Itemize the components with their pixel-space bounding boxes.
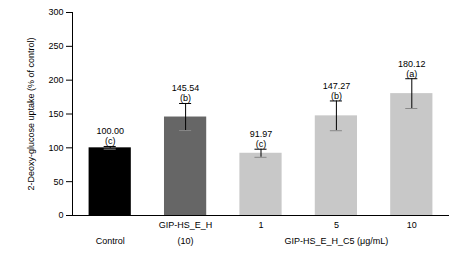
svg-text:(a): (a) [406, 69, 417, 79]
svg-text:(b): (b) [331, 91, 342, 101]
svg-text:0: 0 [58, 210, 63, 220]
svg-text:Control: Control [96, 236, 125, 246]
svg-text:50: 50 [53, 177, 63, 187]
svg-text:5: 5 [334, 220, 339, 230]
svg-text:(10): (10) [178, 236, 194, 246]
svg-text:2-Deoxy-glucose uptake (% of c: 2-Deoxy-glucose uptake (% of control) [26, 37, 36, 190]
svg-text:150: 150 [48, 109, 63, 119]
svg-text:GIP-HS_E_H_C5 (μg/mL): GIP-HS_E_H_C5 (μg/mL) [285, 236, 389, 246]
svg-text:100: 100 [48, 143, 63, 153]
svg-text:145.54: 145.54 [172, 83, 200, 93]
svg-text:10: 10 [407, 220, 417, 230]
svg-text:91.97: 91.97 [250, 129, 273, 139]
svg-text:180.12: 180.12 [398, 59, 426, 69]
svg-text:100.00: 100.00 [96, 126, 124, 136]
svg-text:(b): (b) [180, 93, 191, 103]
svg-text:(c): (c) [256, 139, 267, 149]
svg-text:250: 250 [48, 41, 63, 51]
svg-text:300: 300 [48, 7, 63, 17]
svg-text:GIP-HS_E_H: GIP-HS_E_H [159, 220, 213, 230]
svg-text:1: 1 [258, 220, 263, 230]
svg-text:147.27: 147.27 [323, 81, 351, 91]
svg-text:200: 200 [48, 75, 63, 85]
svg-text:(c): (c) [105, 136, 116, 146]
